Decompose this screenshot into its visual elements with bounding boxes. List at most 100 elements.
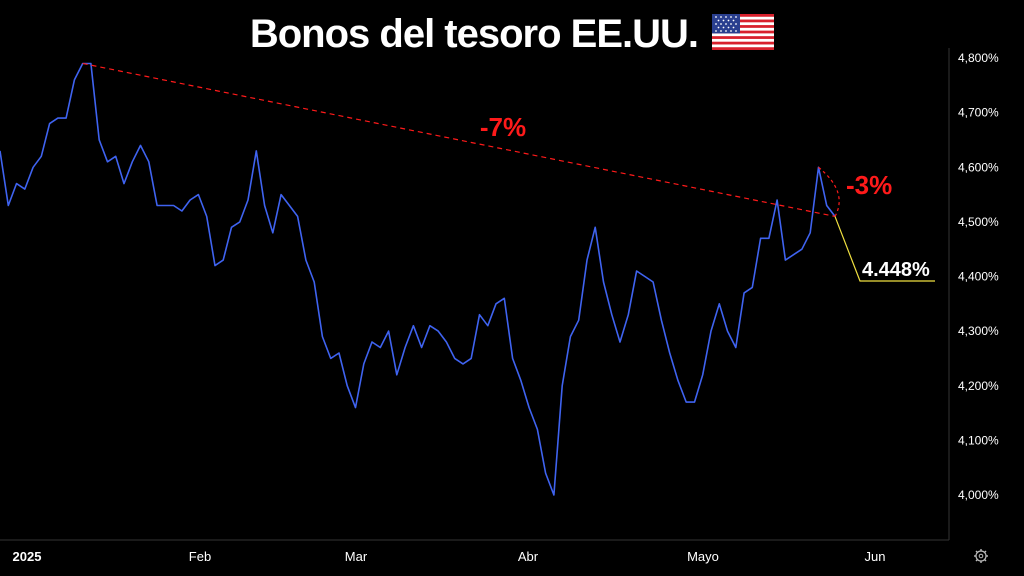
series-point	[272, 232, 273, 233]
series-point	[413, 325, 414, 326]
series-point	[330, 358, 331, 359]
series-point	[619, 341, 620, 342]
series-point	[545, 473, 546, 474]
series-point	[198, 194, 199, 195]
y-axis-ticks: 4,800% 4,700% 4,600% 4,500% 4,400% 4,300% 4,20…	[958, 51, 999, 502]
series-point	[214, 265, 215, 266]
chart-title-row: Bonos del tesoro EE.UU.	[0, 12, 1024, 57]
series-point	[74, 79, 75, 80]
series-point	[586, 260, 587, 261]
series-point	[57, 117, 58, 118]
series-point	[421, 347, 422, 348]
series-point	[322, 336, 323, 337]
series-point	[595, 227, 596, 228]
series-point	[462, 363, 463, 364]
y-tick-label: 4,400%	[958, 270, 999, 284]
current-value-leader	[834, 216, 935, 282]
series-point	[653, 281, 654, 282]
series-point	[537, 429, 538, 430]
annotation-minus-3: -3%	[846, 170, 892, 200]
series-point	[123, 183, 124, 184]
y-tick-label: 4,500%	[958, 215, 999, 229]
gear-icon[interactable]	[974, 549, 988, 563]
series-point	[446, 341, 447, 342]
series-point	[694, 402, 695, 403]
series-point	[388, 331, 389, 332]
series-point	[760, 238, 761, 239]
series-point	[702, 374, 703, 375]
series-point	[256, 150, 257, 151]
series-point	[8, 205, 9, 206]
series-point	[801, 249, 802, 250]
trend-line-dashed	[82, 62, 836, 218]
series-point	[264, 205, 265, 206]
series-point	[826, 205, 827, 206]
series-point	[570, 336, 571, 337]
series-point	[363, 363, 364, 364]
series-point	[438, 331, 439, 332]
series-point	[24, 189, 25, 190]
series-point	[49, 123, 50, 124]
x-tick-label: 2025	[13, 549, 42, 564]
y-tick-label: 4,300%	[958, 324, 999, 338]
series-point	[785, 260, 786, 261]
series-point	[644, 276, 645, 277]
series-point	[454, 358, 455, 359]
series-point	[504, 298, 505, 299]
series-point	[495, 303, 496, 304]
series-point	[90, 63, 91, 64]
series-point	[471, 358, 472, 359]
series-point	[380, 347, 381, 348]
series-point	[404, 347, 405, 348]
series-point	[66, 117, 67, 118]
series-point	[743, 292, 744, 293]
series-point	[661, 320, 662, 321]
series-point	[355, 407, 356, 408]
series-point	[529, 407, 530, 408]
series-point	[768, 238, 769, 239]
series-point	[289, 205, 290, 206]
series-point	[611, 314, 612, 315]
series-point	[206, 216, 207, 217]
series-point	[190, 199, 191, 200]
annotation-minus-7: -7%	[480, 112, 526, 142]
series-point	[132, 161, 133, 162]
series-point	[628, 314, 629, 315]
us-flag-icon	[712, 14, 775, 51]
series-point	[156, 205, 157, 206]
series-point	[487, 325, 488, 326]
series-point	[32, 167, 33, 168]
series-point	[719, 303, 720, 304]
series-point	[686, 402, 687, 403]
y-tick-label: 4,700%	[958, 106, 999, 120]
y-tick-label: 4,000%	[958, 488, 999, 502]
axis-frame	[0, 48, 950, 541]
series-point	[148, 161, 149, 162]
series-point	[727, 331, 728, 332]
series-point	[636, 270, 637, 271]
series-point	[371, 341, 372, 342]
chart-title: Bonos del tesoro EE.UU.	[249, 12, 699, 56]
series-point	[553, 494, 554, 495]
series-point	[603, 281, 604, 282]
x-tick-label: Mayo	[687, 549, 719, 564]
series-point	[223, 260, 224, 261]
series-point	[173, 205, 174, 206]
series-point	[41, 156, 42, 157]
arc-dashed	[818, 166, 840, 217]
y-tick-label: 4,600%	[958, 160, 999, 174]
yield-series-line	[0, 62, 836, 496]
series-points	[0, 63, 836, 496]
x-tick-label: Mar	[345, 549, 368, 564]
x-tick-label: Abr	[518, 549, 539, 564]
series-point	[305, 260, 306, 261]
series-point	[99, 139, 100, 140]
series-point	[777, 199, 778, 200]
series-point	[512, 358, 513, 359]
series-point	[810, 232, 811, 233]
series-point	[677, 380, 678, 381]
series-point	[429, 325, 430, 326]
series-point	[107, 161, 108, 162]
series-point	[735, 347, 736, 348]
